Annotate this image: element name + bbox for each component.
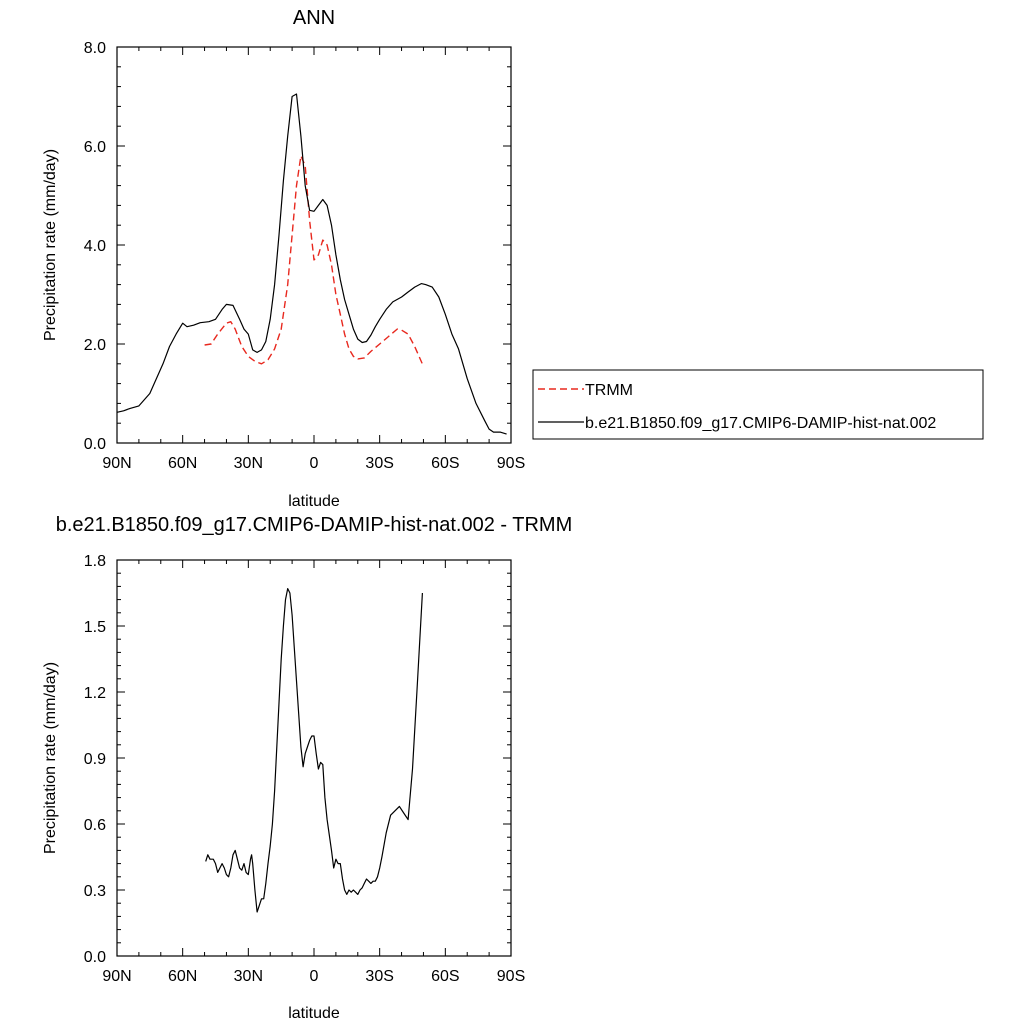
top-series-line-1: [116, 93, 507, 435]
top-y-tick-label: 8.0: [84, 40, 106, 57]
bottom-y-tick-label: 0.9: [84, 751, 106, 768]
bottom-y-tick-label: 0.0: [84, 949, 106, 966]
top-x-tick-label: 0: [310, 455, 319, 472]
bottom-y-axis-label: Precipitation rate (mm/day): [42, 662, 59, 854]
bottom-chart-title: b.e21.B1850.f09_g17.CMIP6-DAMIP-hist-nat…: [56, 514, 573, 536]
top-x-tick-label: 30S: [365, 455, 393, 472]
top-x-tick-label: 30N: [234, 455, 263, 472]
bottom-y-tick-label: 0.3: [84, 883, 106, 900]
top-panel: ANN 90N 60N 30N 0 30S 60S 90S 0.0 2.0 4.0 6.0 8.0 l…: [42, 7, 525, 510]
top-series-line-0: [204, 155, 425, 367]
bottom-x-tick-label: 90S: [497, 968, 525, 985]
top-y-tick-label: 4.0: [84, 238, 106, 255]
bottom-x-tick-label: 60N: [168, 968, 197, 985]
bottom-x-tick-label: 30S: [365, 968, 393, 985]
top-y-tick-label: 0.0: [84, 436, 106, 453]
bottom-plot-area: 90N 60N 30N 0 30S 60S 90S 0.0 0.3 0.6 0.9 1.2 1.5 1.8: [84, 553, 525, 985]
bottom-panel: b.e21.B1850.f09_g17.CMIP6-DAMIP-hist-nat…: [42, 514, 572, 1022]
bottom-x-tick-label: 0: [310, 968, 319, 985]
bottom-x-axis-label: latitude: [288, 1005, 340, 1022]
top-x-tick-label: 60S: [431, 455, 459, 472]
top-x-axis-label: latitude: [288, 493, 340, 510]
bottom-y-tick-label: 1.8: [84, 553, 106, 570]
bottom-series-line-0: [205, 587, 423, 913]
top-plot-frame: [116, 46, 512, 444]
top-x-tick-label: 60N: [168, 455, 197, 472]
top-y-tick-label: 6.0: [84, 139, 106, 156]
legend: TRMM b.e21.B1850.f09_g17.CMIP6-DAMIP-his…: [532, 369, 984, 440]
bottom-x-tick-label: 90N: [102, 968, 131, 985]
top-plot-area: 90N 60N 30N 0 30S 60S 90S 0.0 2.0 4.0 6.0 8.0: [84, 40, 525, 472]
legend-box: [532, 369, 984, 440]
legend-label-model: b.e21.B1850.f09_g17.CMIP6-DAMIP-hist-nat…: [585, 415, 936, 432]
top-y-tick-label: 2.0: [84, 337, 106, 354]
bottom-y-tick-label: 1.2: [84, 685, 106, 702]
top-x-tick-label: 90S: [497, 455, 525, 472]
top-y-axis-label: Precipitation rate (mm/day): [42, 149, 59, 341]
bottom-x-tick-label: 60S: [431, 968, 459, 985]
legend-label-trmm: TRMM: [585, 382, 633, 399]
bottom-plot-frame: [116, 559, 512, 957]
top-x-tick-label: 90N: [102, 455, 131, 472]
bottom-x-tick-label: 30N: [234, 968, 263, 985]
bottom-y-tick-label: 1.5: [84, 619, 106, 636]
bottom-y-tick-label: 0.6: [84, 817, 106, 834]
top-chart-title: ANN: [293, 7, 335, 29]
